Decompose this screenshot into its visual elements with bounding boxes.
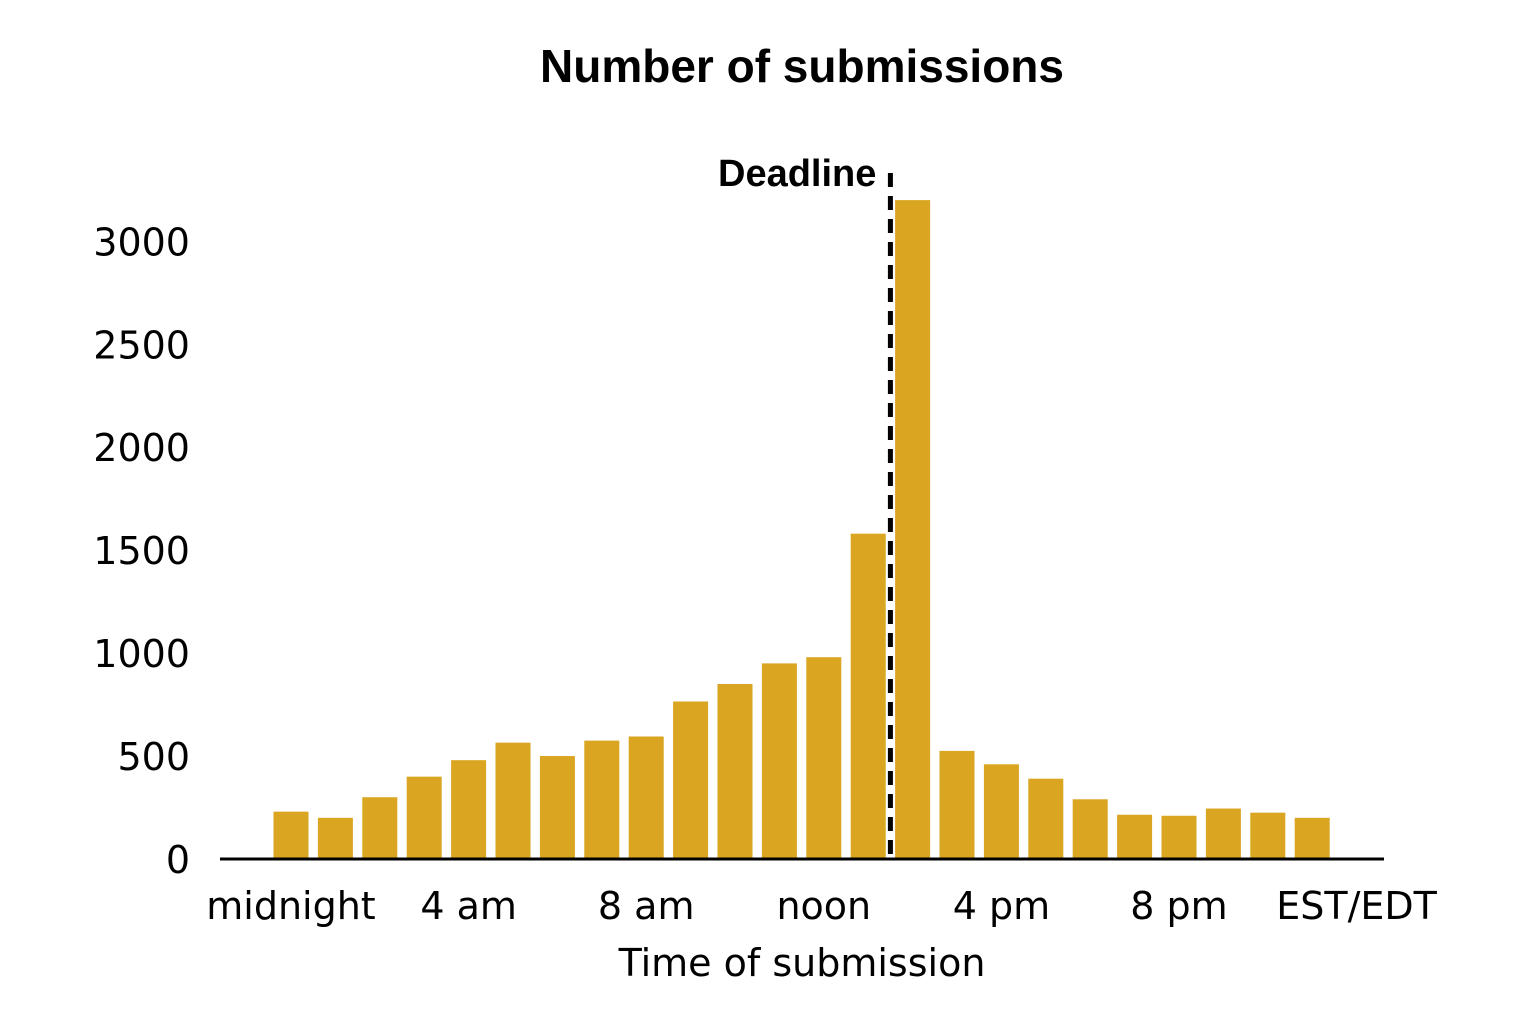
bar-hour-17 — [1028, 778, 1064, 859]
deadline-label: Deadline — [718, 153, 876, 195]
bar-hour-5 — [495, 742, 531, 859]
bar-hour-16 — [983, 764, 1019, 859]
bar-hour-22 — [1250, 812, 1286, 859]
bar-hour-18 — [1072, 799, 1108, 859]
x-tick-label: 4 pm — [953, 884, 1050, 928]
x-tick-label: EST/EDT — [1276, 884, 1437, 928]
y-tick-label: 3000 — [93, 220, 190, 264]
bar-hour-19 — [1117, 814, 1153, 859]
x-tick-label: midnight — [206, 884, 375, 928]
y-tick-label: 0 — [166, 838, 190, 882]
bar-hour-8 — [628, 736, 664, 859]
bar-hour-15 — [939, 750, 975, 859]
bar-hour-21 — [1205, 808, 1241, 859]
bar-hour-13 — [850, 533, 886, 859]
y-tick-label: 1500 — [93, 529, 190, 573]
x-tick-labels: midnight 4 am 8 am noon 4 pm 8 pm EST/EDT — [206, 884, 1437, 928]
bar-hour-10 — [717, 683, 753, 859]
x-tick-label: noon — [776, 884, 871, 928]
x-tick-label: 4 am — [420, 884, 517, 928]
bar-hour-6 — [539, 756, 575, 859]
bar-hour-1 — [317, 817, 353, 859]
bar-hour-12 — [806, 657, 842, 859]
bars-group — [273, 200, 1330, 859]
x-tick-label: 8 am — [598, 884, 695, 928]
bar-hour-23 — [1294, 817, 1330, 859]
chart-title: Number of submissions — [540, 40, 1064, 92]
bar-hour-20 — [1161, 815, 1197, 859]
bar-hour-9 — [673, 701, 709, 859]
x-axis-label: Time of submission — [618, 941, 986, 985]
y-tick-label: 2500 — [93, 323, 190, 367]
bar-hour-2 — [362, 797, 398, 859]
bar-hour-14 — [895, 200, 931, 859]
bar-hour-0 — [273, 811, 309, 859]
x-tick-label: 8 pm — [1130, 884, 1227, 928]
y-tick-label: 2000 — [93, 426, 190, 470]
y-tick-label: 500 — [117, 735, 190, 779]
y-tick-label: 1000 — [93, 632, 190, 676]
bar-hour-4 — [451, 760, 487, 859]
bar-hour-7 — [584, 740, 620, 859]
bar-hour-3 — [406, 776, 442, 859]
y-tick-labels: 0 500 1000 1500 2000 2500 3000 — [93, 220, 190, 882]
bar-hour-11 — [761, 663, 797, 859]
